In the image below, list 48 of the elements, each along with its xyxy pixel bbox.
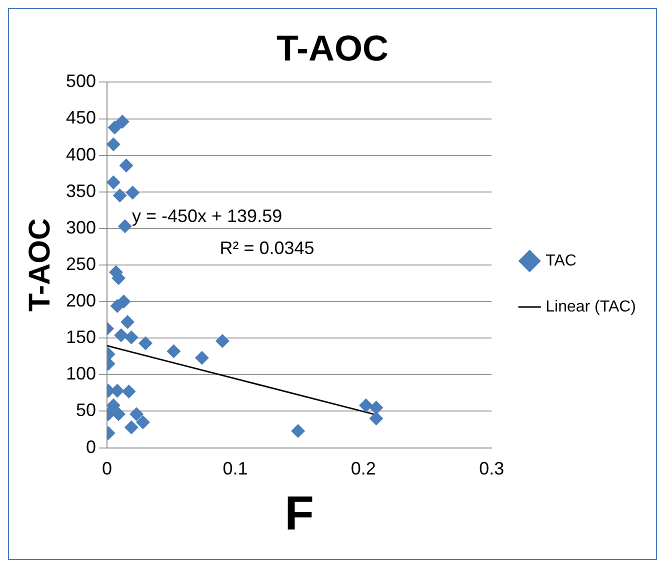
x-tick-label: 0 [102, 458, 112, 479]
point [215, 334, 230, 348]
y-tick-label: 500 [66, 71, 96, 92]
legend-label: Linear (TAC) [546, 298, 636, 316]
point [107, 398, 120, 412]
chart-title: T-AOC [276, 28, 388, 69]
point [120, 315, 135, 330]
point [130, 407, 144, 422]
point [124, 330, 138, 344]
point [114, 328, 128, 342]
point [119, 158, 134, 173]
x-tick-label: 0.3 [479, 458, 504, 479]
y-tick-label: 150 [66, 327, 96, 348]
annotation: R² = 0.0345 [220, 238, 314, 258]
point [126, 186, 140, 200]
annotation: y = -450x + 139.59 [132, 206, 282, 226]
point [118, 219, 132, 234]
point [138, 336, 152, 350]
point [116, 294, 131, 309]
y-tick-label: 450 [66, 108, 96, 128]
point [291, 424, 306, 438]
y-tick-label: 400 [66, 144, 96, 164]
point [194, 350, 209, 365]
y-axis-title: T-AOC [23, 218, 56, 312]
y-tick-label: 50 [76, 400, 96, 420]
x-tick-label: 0.1 [222, 458, 248, 479]
point [107, 175, 120, 190]
point [122, 384, 136, 398]
y-tick-label: 250 [66, 254, 96, 274]
point [112, 188, 127, 203]
y-tick-label: 350 [66, 180, 96, 201]
y-tick-label: 200 [66, 290, 96, 311]
point [369, 400, 384, 415]
point [107, 137, 120, 152]
point [166, 344, 181, 358]
point [358, 398, 373, 412]
point [369, 412, 384, 426]
point [136, 415, 150, 430]
point [112, 407, 126, 422]
point [124, 420, 138, 434]
x-axis-title: F [284, 487, 314, 540]
y-tick-label: 300 [66, 217, 96, 238]
point [115, 114, 130, 129]
y-tick-label: 100 [66, 364, 96, 384]
x-tick-label: 0.2 [350, 458, 376, 479]
point [108, 120, 122, 135]
legend-label: TAC [546, 252, 576, 270]
y-tick-label: 0 [86, 436, 96, 457]
